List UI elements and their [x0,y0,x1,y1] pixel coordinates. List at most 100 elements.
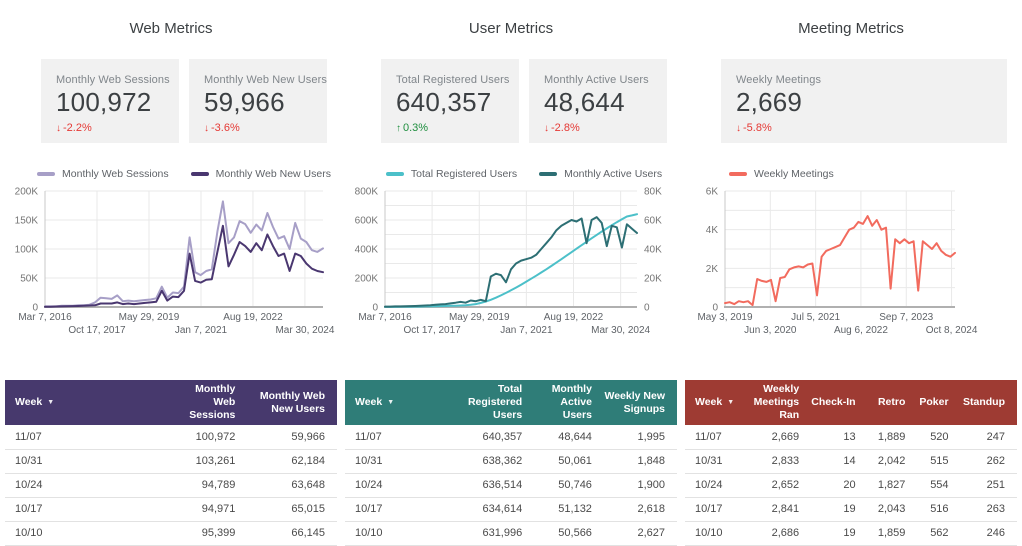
table-cell: 59,966 [247,425,337,450]
table-header-poker[interactable]: Poker [917,380,961,426]
table-cell: 20 [811,473,868,498]
table-row: 10/10 95,399 66,145 [5,521,337,546]
x-axis-tick-label: Oct 17, 2017 [403,325,461,336]
scorecard-row: Total Registered Users 640,357 ↑ 0.3% Monthl… [381,59,667,143]
y-axis-tick-label: 150K [15,216,39,227]
table-header-label: Monthly Web New Users [259,389,325,415]
line-chart: 0 200K 400K 600K 800K 0 20K 40K 60K 80K Mar 7, 201… [345,183,677,341]
scorecard-delta: ↓ -2.8% [544,122,667,134]
table-cell: 10/17 [5,497,178,522]
table-cell: 10/10 [345,521,445,546]
table-cell: 515 [917,449,961,474]
x-axis-tick-label: May 29, 2019 [449,312,510,323]
table-cell: 11/07 [685,425,742,450]
table-header-week[interactable]: Week ▼ [685,380,742,426]
metrics-table: Week ▼ Total Registered Users Monthly Activ… [345,380,677,546]
x-axis-tick-label: Mar 7, 2016 [18,312,72,323]
scorecard-delta-value: 0.3% [403,122,429,134]
table-header-label: Check-In [811,396,856,409]
series-line-weekly-meetings [724,215,956,307]
x-axis-tick-label: Jan 7, 2021 [500,325,553,336]
table-cell: 1,827 [867,473,918,498]
legend-item-total-registered-users[interactable]: Total Registered Users [385,168,517,180]
table-header-label: Week [695,396,723,409]
scorecard-label: Total Registered Users [396,74,510,86]
scorecard-value: 2,669 [736,87,803,117]
scorecard: Monthly Web New Users 59,966 ↓ -3.6% [189,59,327,143]
table-header-week[interactable]: Week ▼ [5,380,178,426]
scorecard-delta: ↓ -5.8% [736,122,1007,134]
table-cell: 10/17 [345,497,445,522]
table-header-label: Total Registered Users [467,383,523,422]
table-cell: 516 [917,497,961,522]
table-header-standup[interactable]: Standup [960,380,1017,426]
table-cell: 1,859 [867,521,918,546]
section-title: User Metrics [468,20,554,37]
table-header-monthly-web-sessions[interactable]: Monthly Web Sessions [177,380,248,426]
table-header-weekly-meetings-ran[interactable]: Weekly Meetings Ran [741,380,812,426]
sort-arrow-icon: ▼ [727,399,735,407]
table-cell: 262 [960,449,1017,474]
y-axis-tick-label: 400K [355,245,379,256]
x-axis-tick-label: Aug 19, 2022 [223,312,283,323]
chart-legend: Weekly Meetings [685,167,1017,181]
table-cell: 11/07 [5,425,178,450]
table-row: 10/31 103,261 62,184 [5,449,337,474]
table-header-row: Week ▼ Total Registered Users Monthly Activ… [345,380,677,426]
scorecard-row: Monthly Web Sessions 100,972 ↓ -2.2% Monthly… [41,59,327,143]
x-axis-tick-label: Mar 30, 2024 [591,325,650,336]
legend-swatch [190,172,209,176]
scorecard: Total Registered Users 640,357 ↑ 0.3% [381,59,519,143]
table-header-retro[interactable]: Retro [867,380,918,426]
table-cell: 19 [811,521,868,546]
legend-item-weekly-meetings[interactable]: Weekly Meetings [729,168,834,180]
y-axis-tick-label: 200K [355,274,379,285]
scorecard-label: Weekly Meetings [736,74,822,86]
table-row: 10/24 636,514 50,746 1,900 [345,473,677,498]
table-header-row: Week ▼ Monthly Web Sessions Monthly Web New… [5,380,337,426]
table-header-total-registered-users[interactable]: Total Registered Users [444,380,535,426]
legend-item-monthly-web-new-users[interactable]: Monthly Web New Users [190,168,331,180]
scorecard-delta-value: -5.8% [743,122,772,134]
x-axis-tick-label: Aug 6, 2022 [834,325,888,336]
table-cell: 94,971 [177,497,248,522]
table-cell: 2,686 [741,521,812,546]
table-row: 10/24 2,652 20 1,827 554 251 [685,473,1017,498]
table-cell: 640,357 [444,425,535,450]
scorecard: Monthly Active Users 48,644 ↓ -2.8% [529,59,667,143]
table-cell: 263 [960,497,1017,522]
scorecard-value: 640,357 [396,87,492,117]
table-header-row: Week ▼ Weekly Meetings Ran Check-In Retro Pok… [685,380,1017,426]
table-header-label: Weekly New Signups [604,389,665,415]
table-header-label: Week [355,396,383,409]
right-y-axis-tick-label: 0 [644,303,650,314]
table-row: 10/17 634,614 51,132 2,618 [345,497,677,522]
right-y-axis-tick-label: 60K [644,216,662,227]
y-axis-tick-label: 6K [706,187,719,198]
table-header-monthly-active-users[interactable]: Monthly Active Users [534,380,604,426]
x-axis-tick-label: Jun 3, 2020 [744,325,797,336]
table-cell: 10/10 [5,521,178,546]
section-user-metrics: User Metrics Total Registered Users 640,3… [345,0,677,546]
table-cell: 10/24 [5,473,178,498]
legend-item-monthly-active-users[interactable]: Monthly Active Users [539,168,662,180]
scorecard-delta-value: -3.6% [211,122,240,134]
trend-down-arrow-icon: ↓ [736,123,741,134]
table-cell: 1,848 [603,449,677,474]
right-y-axis-tick-label: 20K [644,274,662,285]
table-row: 10/17 94,971 65,015 [5,497,337,522]
table-header-check-in[interactable]: Check-In [811,380,868,426]
table-header-weekly-new-signups[interactable]: Weekly New Signups [603,380,677,426]
table-cell: 10/10 [685,521,742,546]
data-table: Week ▼ Monthly Web Sessions Monthly Web New… [5,380,337,546]
legend-swatch [539,172,558,176]
table-cell: 48,644 [534,425,604,450]
table-header-monthly-web-new-users[interactable]: Monthly Web New Users [247,380,337,426]
table-cell: 19 [811,497,868,522]
legend-item-monthly-web-sessions[interactable]: Monthly Web Sessions [37,168,169,180]
scorecard-delta: ↓ -3.6% [204,122,327,134]
table-header-week[interactable]: Week ▼ [345,380,445,426]
table-cell: 11/07 [345,425,445,450]
scorecard-row: Weekly Meetings 2,669 ↓ -5.8% [721,59,1007,143]
